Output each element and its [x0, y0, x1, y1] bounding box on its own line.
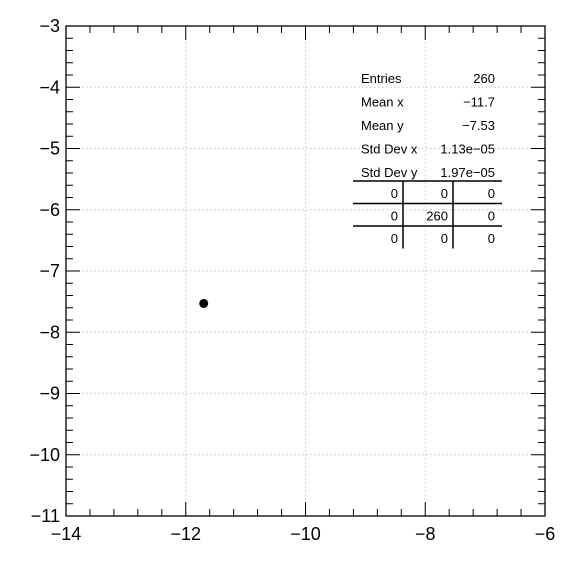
x-tick-label-3: −8 [415, 524, 436, 544]
stats-label-3: Std Dev x [361, 142, 418, 157]
stats-grid-cell-2-2: 0 [488, 231, 495, 246]
y-tick-label-1: −4 [39, 77, 60, 97]
data-point-0-0 [199, 298, 209, 308]
stats-label-2: Mean y [361, 118, 404, 133]
stats-value-0: 260 [473, 71, 495, 86]
stats-grid-cell-0-1: 0 [441, 186, 448, 201]
stats-value-2: −7.53 [462, 118, 495, 133]
stats-grid-cell-1-1: 260 [426, 209, 448, 224]
stats-label-0: Entries [361, 71, 402, 86]
stats-box: Entries 260 Mean x −11.7 Mean y −7.53 Std Dev … [353, 71, 502, 249]
stats-grid-cell-1-0: 0 [391, 209, 398, 224]
x-tick-label-2: −10 [290, 524, 321, 544]
stats-grid-cell-0-0: 0 [391, 186, 398, 201]
y-tick-label-0: −3 [39, 16, 60, 36]
tick-labels: −14 −12 −10 −8 −6 −3 −4 −5 −6 −7 −8 −9 −10 −11 [29, 16, 555, 544]
y-tick-label-8: −11 [31, 506, 60, 526]
y-tick-label-3: −6 [39, 200, 60, 220]
stats-value-1: −11.7 [463, 95, 495, 110]
stats-label-1: Mean x [361, 95, 404, 110]
y-tick-label-2: −5 [39, 139, 60, 159]
stats-label-4: Std Dev y [361, 165, 418, 180]
stats-value-3: 1.13e−05 [440, 142, 495, 157]
stats-grid-cell-2-0: 0 [391, 231, 398, 246]
y-tick-label-6: −9 [39, 384, 60, 404]
axis-ticks [65, 25, 546, 517]
y-tick-label-7: −10 [29, 445, 60, 465]
y-tick-label-4: −7 [39, 261, 60, 281]
stats-grid-cell-2-1: 0 [441, 231, 448, 246]
data-points [199, 298, 209, 308]
x-tick-label-0: −14 [51, 524, 82, 544]
stats-grid-cell-0-2: 0 [488, 186, 495, 201]
x-tick-label-4: −6 [535, 524, 556, 544]
y-tick-label-5: −8 [39, 322, 60, 342]
stats-value-4: 1.97e−05 [440, 165, 495, 180]
x-tick-label-1: −12 [170, 524, 201, 544]
stats-grid-cell-1-2: 0 [488, 209, 495, 224]
